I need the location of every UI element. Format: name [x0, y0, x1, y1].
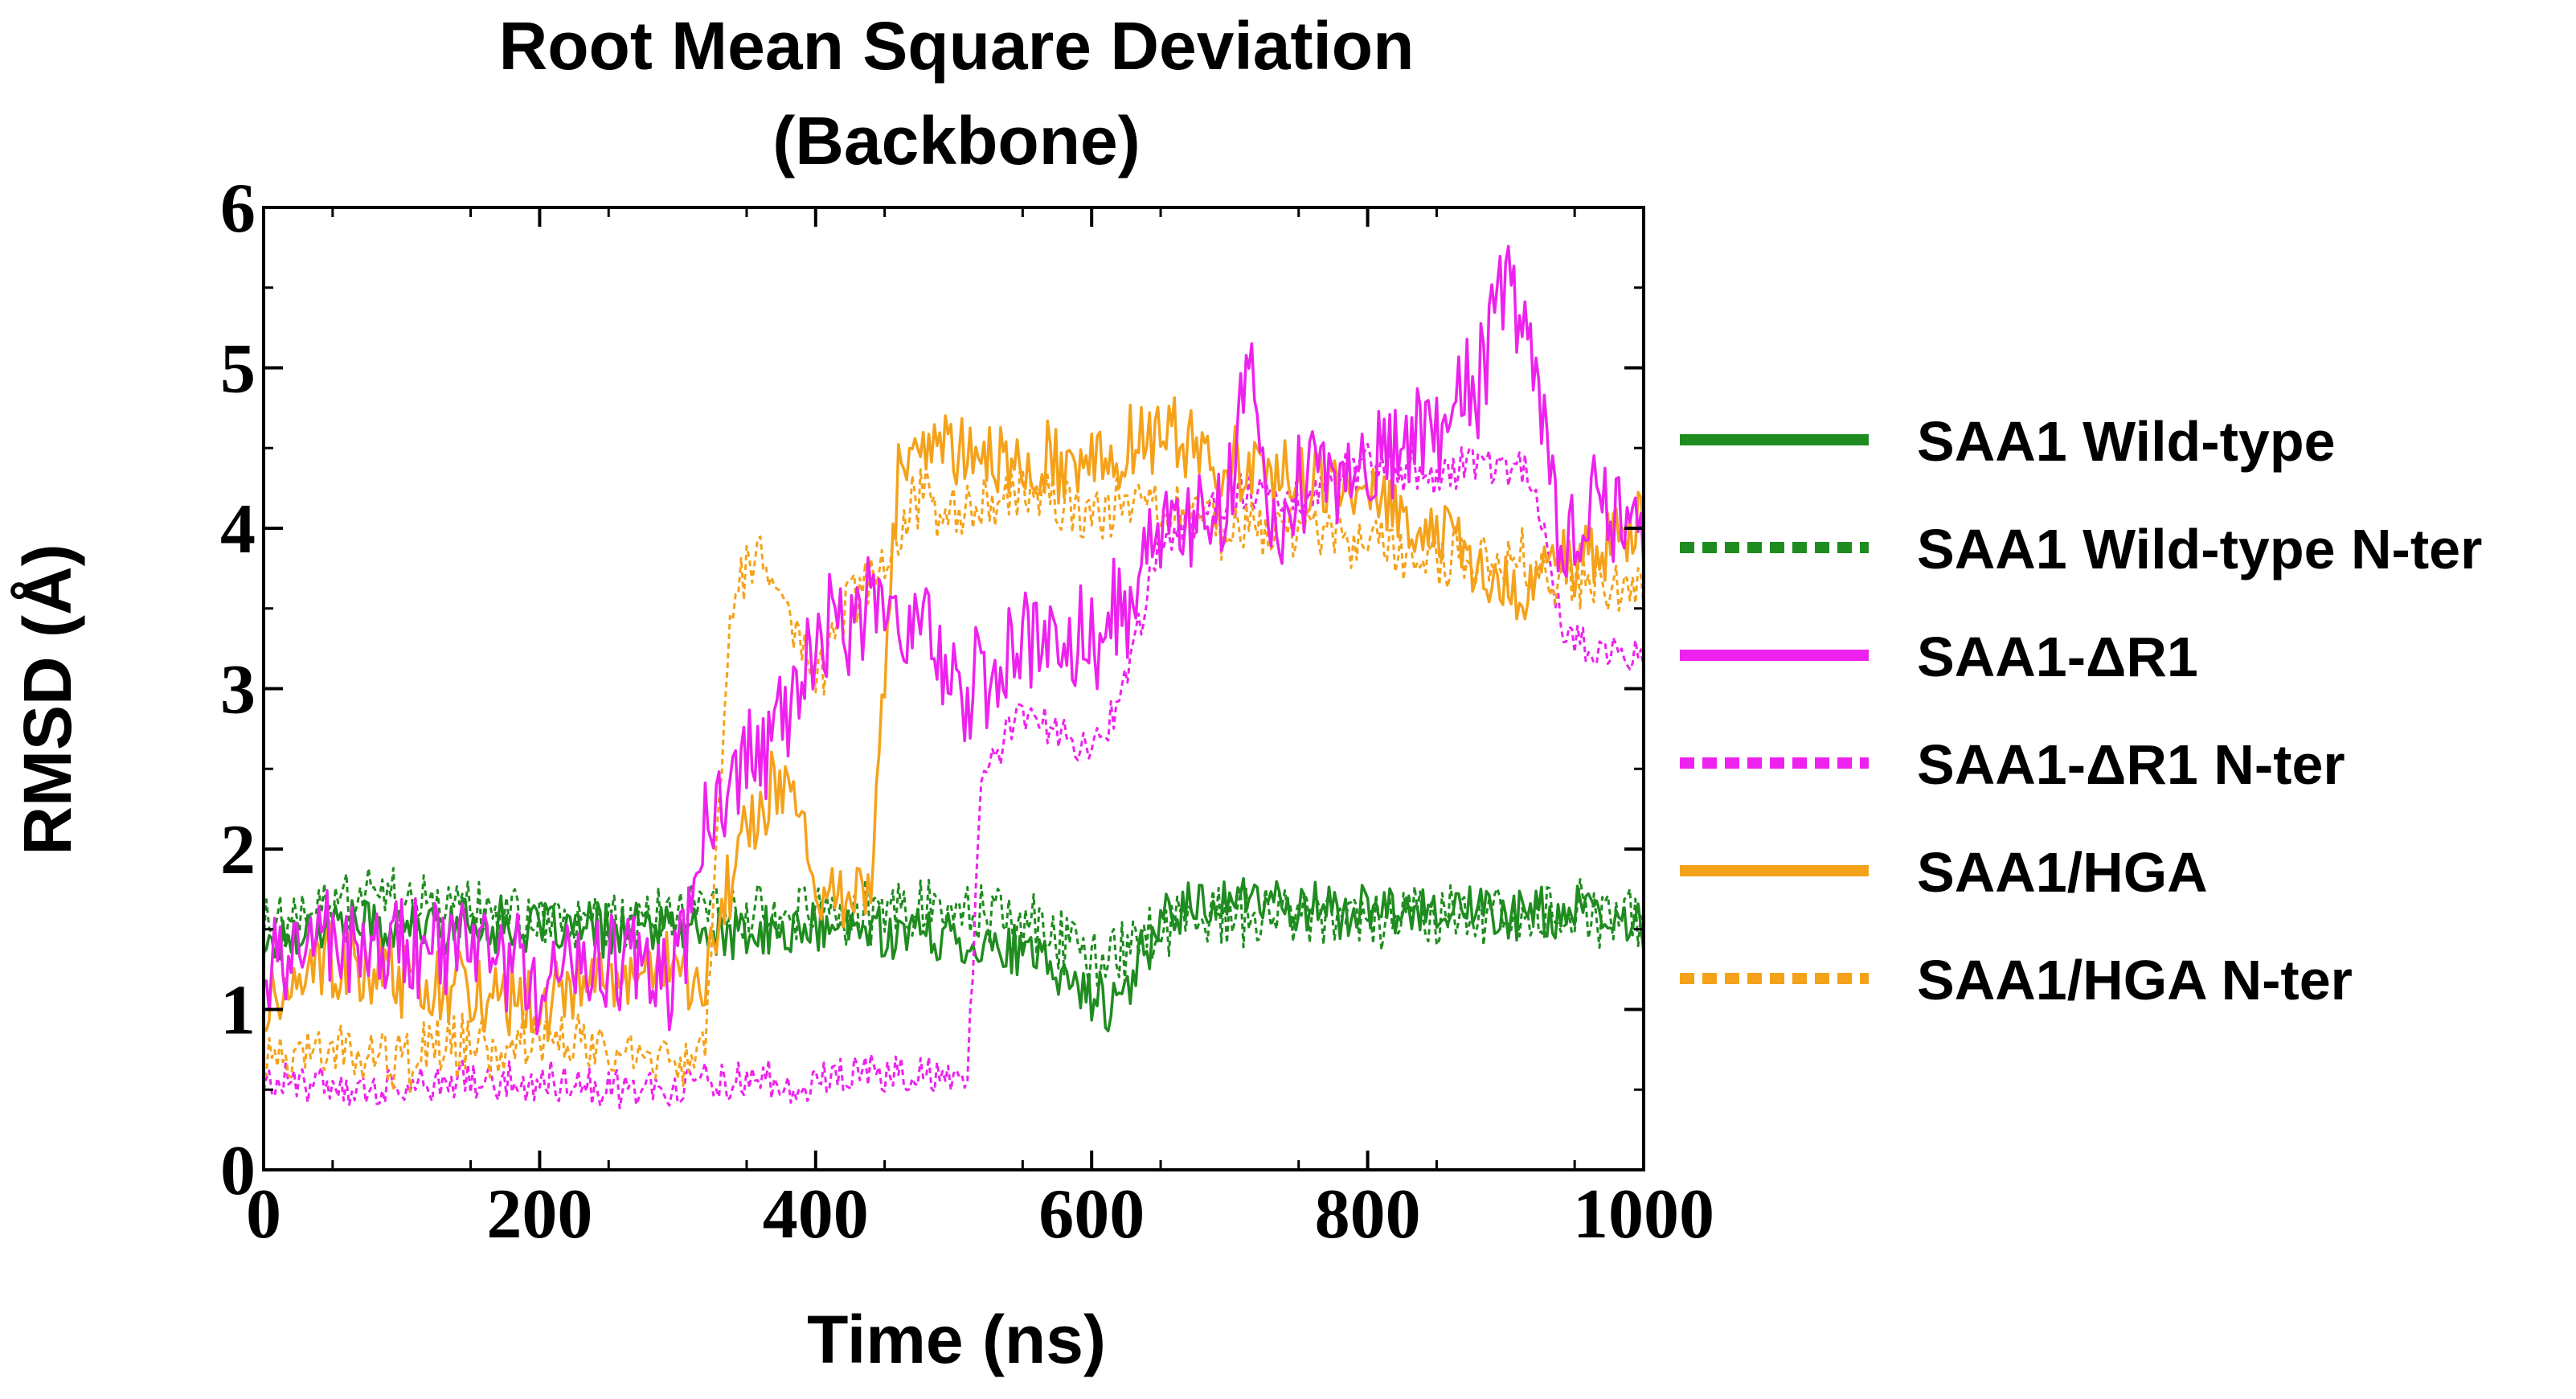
series-line-2 [264, 244, 1644, 1036]
y-axis-label: RMSD (Å) [10, 544, 85, 855]
y-tick-label-3: 3 [220, 651, 256, 729]
chart-subtitle: (Backbone) [772, 103, 1140, 178]
plot-frame [262, 206, 1645, 1171]
x-axis-label: Time (ns) [807, 1302, 1106, 1377]
plot-area [264, 244, 1644, 1110]
x-tick-label-5: 1000 [1573, 1175, 1714, 1253]
y-tick-label-6: 6 [220, 170, 256, 248]
legend-label-5: SAA1/HGA N-ter [1917, 949, 2353, 1011]
series-line-0 [264, 876, 1644, 1032]
legend: SAA1 Wild-type SAA1 Wild-type N-ter SAA1-Δ… [1680, 410, 2482, 1011]
legend-label-1: SAA1 Wild-type N-ter [1917, 518, 2482, 581]
y-tick-label-0: 0 [220, 1132, 256, 1210]
x-tick-label-3: 600 [1038, 1175, 1145, 1253]
x-tick-label-4: 800 [1315, 1175, 1421, 1253]
series-line-1 [264, 867, 1644, 987]
series-line-4 [264, 396, 1644, 1043]
x-tick-label-0: 0 [246, 1175, 281, 1253]
legend-label-3: SAA1-ΔR1 N-ter [1917, 733, 2345, 796]
legend-label-2: SAA1-ΔR1 [1917, 626, 2198, 688]
x-tick-label-1: 200 [486, 1175, 592, 1253]
legend-label-0: SAA1 Wild-type [1917, 410, 2336, 473]
x-tick-label-2: 400 [763, 1175, 869, 1253]
series-line-5 [264, 466, 1644, 1093]
chart-title: Root Mean Square Deviation [499, 8, 1415, 84]
y-tick-label-5: 5 [220, 330, 256, 408]
y-tick-label-4: 4 [220, 490, 256, 568]
y-tick-label-1: 1 [220, 972, 256, 1050]
y-tick-label-2: 2 [220, 811, 256, 889]
axes: 0 200 400 600 800 1000 0 1 2 3 4 5 6 [220, 170, 1714, 1253]
legend-label-4: SAA1/HGA [1917, 841, 2208, 904]
